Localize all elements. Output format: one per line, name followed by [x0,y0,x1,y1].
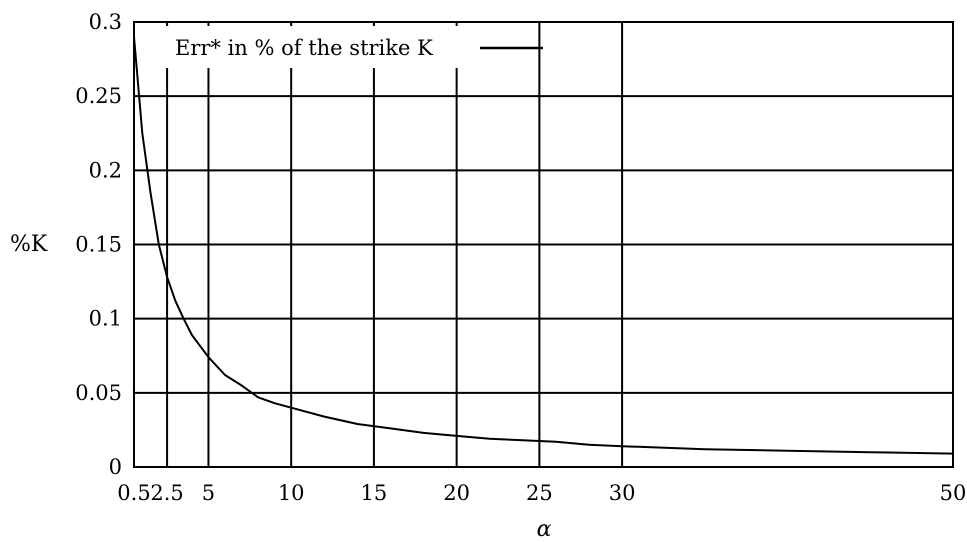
x-tick-label: 15 [361,481,388,505]
x-tick-label: 30 [609,481,636,505]
y-tick-label: 0.2 [89,158,122,182]
y-tick-label: 0.3 [89,10,122,34]
x-tick-label: 5 [202,481,215,505]
series-line-err [133,36,954,455]
tick-labels: 0.5 2.5 5 10 15 20 25 30 50 0 0.05 0.1 0.15 0.2 0.25 0.… [75,10,966,505]
series [133,36,954,455]
legend: Err* in % of the strike K [166,26,543,68]
y-tick-label: 0.05 [75,381,122,405]
x-tick-label: 0.5 [117,481,150,505]
x-tick-label: 10 [278,481,305,505]
legend-background [166,26,538,68]
grid [134,22,953,467]
y-tick-label: 0.15 [75,233,122,257]
y-tick-label: 0 [109,455,122,479]
plot-frame [133,21,954,468]
x-tick-label: 50 [940,481,967,505]
y-tick-label: 0.25 [75,84,122,108]
x-axis-label: α [537,517,552,542]
plot-border [133,21,954,468]
x-tick-label: 25 [526,481,553,505]
y-axis-label: %K [10,232,48,257]
x-tick-label: 20 [443,481,470,505]
legend-label-err: Err* in % of the strike K [175,36,433,60]
x-tick-label: 2.5 [150,481,183,505]
y-tick-label: 0.1 [89,307,122,331]
